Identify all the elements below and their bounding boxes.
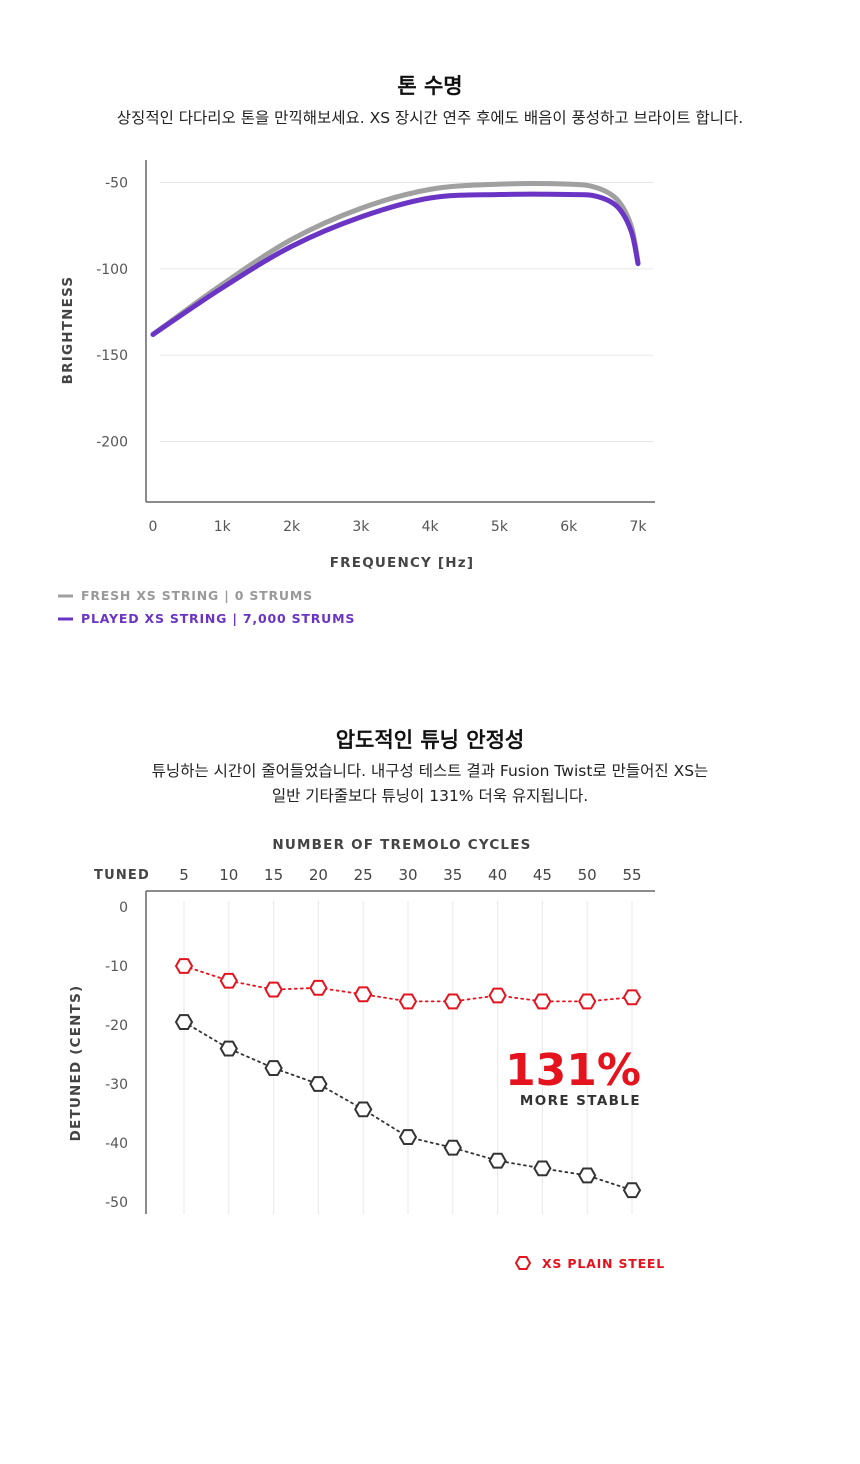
brightness-y-tick-label: -200 bbox=[96, 435, 128, 451]
xs-plain-steel-point bbox=[398, 993, 418, 1010]
tremolo-x-tick-label: 30 bbox=[398, 866, 417, 884]
xs-plain-steel-point bbox=[174, 958, 194, 974]
tremolo-x-tick-label: 55 bbox=[622, 866, 641, 884]
detuned-y-tick-label: -50 bbox=[105, 1195, 128, 1211]
tremolo-x-ticks: 5 10 15 20 25 30 35 40 45 50 55 bbox=[179, 866, 641, 884]
tremolo-grid bbox=[183, 901, 633, 1214]
tremolo-x-tick-label: 10 bbox=[219, 866, 238, 884]
xs-plain-steel-point bbox=[533, 993, 552, 1010]
tuning-stability-title: 압도적인 튜닝 안정성 bbox=[335, 728, 525, 752]
tremolo-x-tick-label: 15 bbox=[264, 866, 283, 884]
tremolo-x-tick-label: 40 bbox=[488, 866, 507, 884]
tremolo-chart: NUMBER OF TREMOLO CYCLES TUNED 5 10 15 20 25… bbox=[68, 837, 665, 1271]
frequency-axis-title: FREQUENCY [Hz] bbox=[330, 555, 474, 571]
comparison-string-point bbox=[622, 1182, 642, 1199]
legend-hexagon-icon bbox=[514, 1255, 532, 1271]
tremolo-axes bbox=[145, 890, 655, 1214]
tremolo-x-tick-label: 35 bbox=[443, 866, 462, 884]
tremolo-x-tick-label: 20 bbox=[309, 866, 328, 884]
comparison-string-point bbox=[578, 1167, 597, 1184]
tuned-label: TUNED bbox=[94, 868, 150, 883]
tremolo-x-tick-label: 5 bbox=[179, 866, 189, 884]
detuned-y-tick-label: -10 bbox=[105, 959, 128, 975]
tuning-description-line1: 튜닝하는 시간이 줄어들었습니다. 내구성 테스트 결과 Fusion Twis… bbox=[151, 762, 709, 780]
xs-plain-steel-point bbox=[264, 981, 283, 998]
fresh-string-line bbox=[150, 181, 641, 337]
comparison-string-point bbox=[488, 1152, 507, 1169]
frequency-x-tick-label: 7k bbox=[629, 519, 647, 535]
comparison-string-point bbox=[174, 1014, 194, 1030]
brightness-y-tick-label: -150 bbox=[96, 348, 128, 364]
comparison-string-point bbox=[264, 1060, 283, 1076]
tremolo-legend: XS PLAIN STEEL bbox=[514, 1255, 665, 1271]
tone-life-title: 톤 수명 bbox=[397, 74, 463, 98]
tremolo-x-tick-label: 45 bbox=[533, 866, 552, 884]
tuning-description-line2: 일반 기타줄보다 튜닝이 131% 더욱 유지됩니다. bbox=[271, 787, 589, 805]
legend-xs-plain-steel: XS PLAIN STEEL bbox=[542, 1256, 665, 1271]
frequency-x-tick-label: 2k bbox=[283, 519, 301, 535]
more-stable-label: MORE STABLE bbox=[520, 1093, 641, 1109]
comparison-string-point bbox=[219, 1040, 238, 1057]
xs-plain-steel-point bbox=[354, 986, 373, 1003]
brightness-grid bbox=[160, 181, 653, 443]
brightness-axis-title: BRIGHTNESS bbox=[60, 276, 76, 385]
detuned-y-tick-label: 0 bbox=[119, 900, 128, 916]
comparison-string-point bbox=[398, 1129, 418, 1146]
frequency-x-tick-label: 5k bbox=[491, 519, 509, 535]
frequency-x-tick-label: 4k bbox=[422, 519, 440, 535]
comparison-string-point bbox=[533, 1160, 552, 1177]
tremolo-x-tick-label: 50 bbox=[578, 866, 597, 884]
xs-plain-steel-point bbox=[488, 987, 507, 1004]
detuned-axis-title: DETUNED (CENTS) bbox=[68, 985, 84, 1142]
tremolo-x-tick-label: 25 bbox=[354, 866, 373, 884]
brightness-legend: FRESH XS STRING | 0 STRUMS PLAYED XS STRI… bbox=[58, 588, 355, 626]
frequency-x-tick-label: 0 bbox=[149, 519, 158, 535]
tone-life-description: 상징적인 다다리오 톤을 만끽해보세요. XS 장시간 연주 후에도 배음이 풍… bbox=[116, 109, 744, 127]
comparison-string-point bbox=[354, 1101, 373, 1118]
xs-plain-steel-point bbox=[443, 993, 462, 1010]
brightness-chart: -50 -100 -150 -200 0 1k 2k 3k 4k 5k 6k 7k FREQUENC… bbox=[58, 160, 655, 626]
tremolo-cycles-axis-title: NUMBER OF TREMOLO CYCLES bbox=[272, 837, 531, 853]
stability-percent: 131% bbox=[505, 1045, 641, 1096]
brightness-y-ticks: -50 -100 -150 -200 bbox=[96, 175, 128, 450]
frequency-x-tick-label: 1k bbox=[214, 519, 232, 535]
brightness-y-tick-label: -100 bbox=[96, 262, 128, 278]
brightness-x-ticks: 0 1k 2k 3k 4k 5k 6k 7k bbox=[149, 519, 648, 535]
brightness-y-tick-label: -50 bbox=[105, 175, 128, 191]
frequency-x-tick-label: 3k bbox=[352, 519, 370, 535]
brightness-axes bbox=[145, 160, 655, 503]
comparison-string-point bbox=[309, 1076, 328, 1092]
tremolo-series bbox=[174, 958, 642, 1199]
detuned-y-tick-label: -30 bbox=[105, 1077, 128, 1093]
tremolo-y-ticks: 0 -10 -20 -30 -40 -50 bbox=[105, 900, 128, 1211]
xs-plain-steel-point bbox=[219, 972, 238, 989]
frequency-x-tick-label: 6k bbox=[560, 519, 578, 535]
brightness-series bbox=[150, 181, 641, 337]
legend-fresh-string: FRESH XS STRING | 0 STRUMS bbox=[81, 588, 313, 603]
comparison-string-point bbox=[443, 1139, 462, 1156]
xs-plain-steel-point bbox=[622, 989, 642, 1006]
legend-played-string: PLAYED XS STRING | 7,000 STRUMS bbox=[81, 611, 355, 626]
xs-plain-steel-point bbox=[578, 993, 597, 1010]
detuned-y-tick-label: -20 bbox=[105, 1018, 128, 1034]
played-string-line bbox=[150, 191, 641, 337]
xs-plain-steel-point bbox=[309, 979, 328, 996]
detuned-y-tick-label: -40 bbox=[105, 1136, 128, 1152]
